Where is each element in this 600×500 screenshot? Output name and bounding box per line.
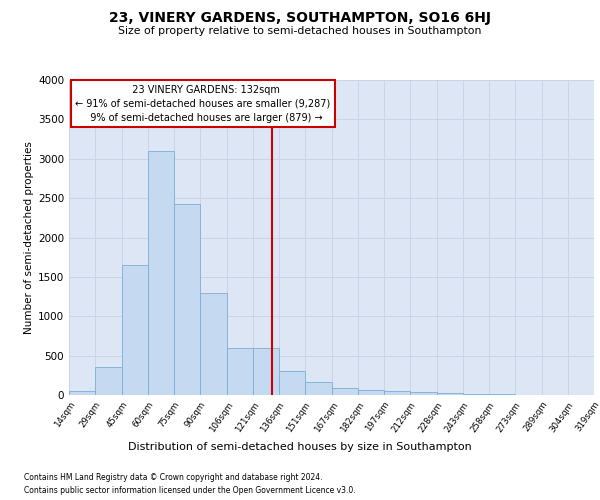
Bar bbox=[174, 204, 200, 395]
Bar bbox=[200, 292, 227, 395]
Bar bbox=[410, 392, 437, 395]
Bar bbox=[279, 370, 305, 395]
Bar bbox=[489, 394, 515, 395]
Bar bbox=[463, 394, 489, 395]
Bar bbox=[95, 368, 122, 395]
Text: 23, VINERY GARDENS, SOUTHAMPTON, SO16 6HJ: 23, VINERY GARDENS, SOUTHAMPTON, SO16 6H… bbox=[109, 11, 491, 25]
Bar bbox=[69, 391, 95, 395]
Bar bbox=[253, 348, 279, 395]
Y-axis label: Number of semi-detached properties: Number of semi-detached properties bbox=[24, 141, 34, 334]
Text: Contains public sector information licensed under the Open Government Licence v3: Contains public sector information licen… bbox=[24, 486, 356, 495]
Bar bbox=[305, 382, 332, 395]
Text: 23 VINERY GARDENS: 132sqm
← 91% of semi-detached houses are smaller (9,287)
  9%: 23 VINERY GARDENS: 132sqm ← 91% of semi-… bbox=[75, 84, 331, 122]
Bar bbox=[384, 391, 410, 395]
Bar bbox=[148, 151, 174, 395]
Bar bbox=[437, 394, 463, 395]
Bar bbox=[358, 390, 384, 395]
Bar bbox=[332, 388, 358, 395]
Bar bbox=[122, 265, 148, 395]
Text: Contains HM Land Registry data © Crown copyright and database right 2024.: Contains HM Land Registry data © Crown c… bbox=[24, 472, 323, 482]
Text: Distribution of semi-detached houses by size in Southampton: Distribution of semi-detached houses by … bbox=[128, 442, 472, 452]
Bar bbox=[227, 348, 253, 395]
Text: Size of property relative to semi-detached houses in Southampton: Size of property relative to semi-detach… bbox=[118, 26, 482, 36]
